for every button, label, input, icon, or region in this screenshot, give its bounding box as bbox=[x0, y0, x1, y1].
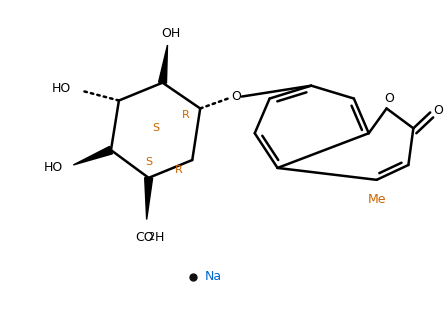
Text: O: O bbox=[384, 92, 395, 105]
Text: O: O bbox=[433, 104, 443, 117]
Text: S: S bbox=[152, 123, 159, 133]
Text: S: S bbox=[145, 157, 152, 167]
Text: Na: Na bbox=[205, 270, 222, 284]
Text: HO: HO bbox=[44, 162, 63, 174]
Text: Me: Me bbox=[367, 193, 386, 206]
Polygon shape bbox=[159, 45, 168, 83]
Text: CO: CO bbox=[135, 231, 153, 244]
Text: HO: HO bbox=[52, 82, 71, 95]
Text: H: H bbox=[155, 231, 164, 244]
Text: O: O bbox=[231, 90, 241, 103]
Polygon shape bbox=[145, 178, 152, 220]
Text: R: R bbox=[174, 165, 182, 175]
Text: OH: OH bbox=[161, 26, 180, 40]
Text: R: R bbox=[181, 110, 189, 120]
Polygon shape bbox=[73, 146, 113, 165]
Text: 2: 2 bbox=[149, 232, 155, 242]
